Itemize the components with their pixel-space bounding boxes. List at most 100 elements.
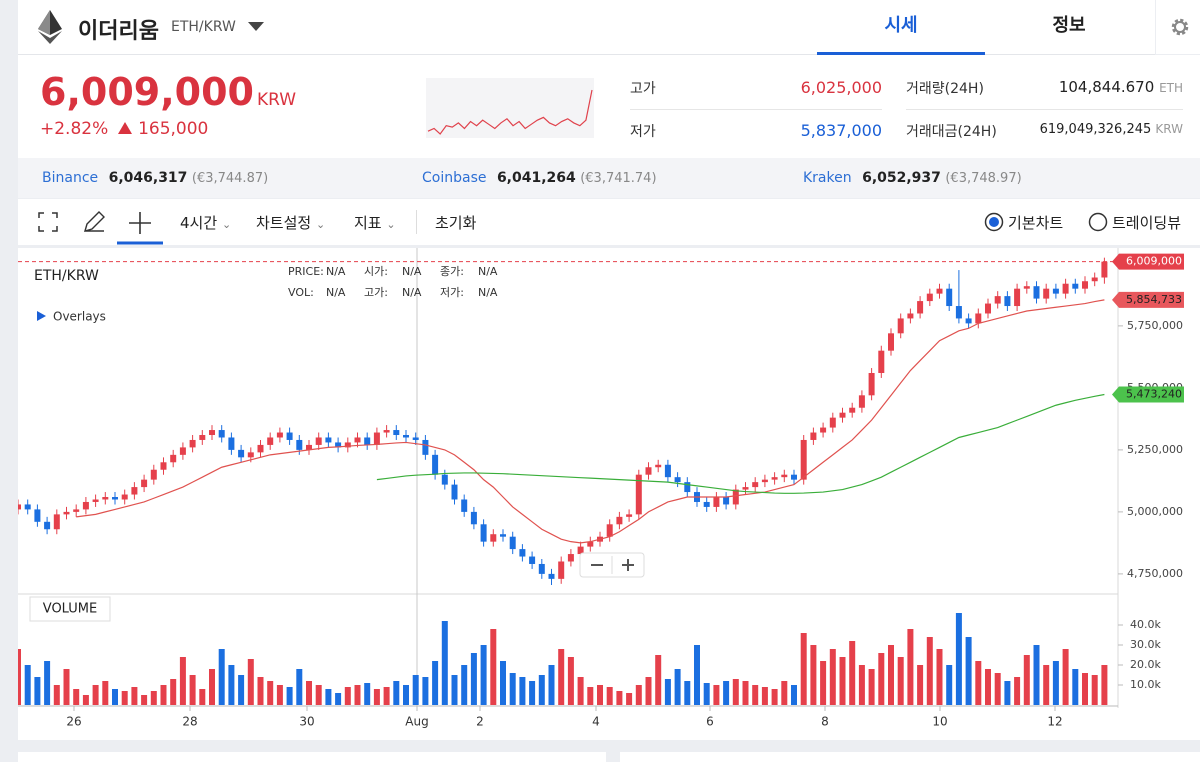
volume-bar [955,613,962,705]
overlays-toggle[interactable] [37,311,46,321]
candle-body [926,293,933,302]
interval-select[interactable]: 4시간 ⌄ [180,214,232,232]
candle-body [820,427,827,433]
candle-body [451,484,458,500]
candle-body [1033,286,1040,299]
candle-body [703,501,710,507]
ma-line [76,299,1105,544]
volume-bar [480,645,487,705]
crosshair-button[interactable] [117,205,163,245]
radio-selected[interactable] [984,212,1004,232]
volume-bar [354,685,361,705]
zoom-in[interactable] [622,559,634,571]
volume-bar [713,685,720,705]
volume-bar [597,685,603,705]
candle-body [587,541,594,547]
exchange: Coinbase 6,041,264 (€3,741.74) [422,170,657,186]
candle-body [150,469,157,480]
volume-bar [461,665,468,705]
candle-body [626,514,633,517]
chart-title: ETH/KRW [34,268,99,284]
volume-bar [635,685,642,705]
volume-bar [218,649,225,705]
stat-label: 저가 [630,124,656,140]
volume-bar [73,689,80,705]
candle-body [92,499,99,502]
overlays-label[interactable]: Overlays [53,310,106,324]
legend-label: VOL: [288,286,314,299]
candle-body [684,482,691,493]
tab[interactable]: 정보 [1052,15,1086,36]
y-tick-label: 5,000,000 [1127,505,1183,518]
volume-tick-label: 40.0k [1130,618,1161,631]
draw-button[interactable] [82,210,106,234]
settings-icon[interactable] [1170,17,1190,37]
radio[interactable] [1088,212,1108,232]
candle-body [257,444,264,453]
candle-body [849,407,856,413]
volume-bar [732,679,739,705]
volume-bar [422,677,429,705]
volume-bar [286,687,293,705]
candle-body [868,373,875,396]
exchange-price: 6,046,317 [108,170,188,186]
candle-body [53,514,60,530]
volume-bar [548,665,555,705]
candle-body [1082,281,1088,289]
candle-body [975,313,982,324]
volume-bar [849,641,856,705]
exchange-strip [18,158,1200,198]
volume-bar [538,675,545,705]
volume-bar [994,673,1001,705]
x-tick-label: 12 [1047,715,1062,729]
candle-body [412,437,419,440]
chart-mode[interactable]: 트레이딩뷰 [1112,214,1182,232]
indicator-select[interactable]: 지표 ⌄ [354,214,396,232]
volume-bar [791,685,797,705]
coin-name: 이더리움 [78,19,159,44]
volume-bar [723,681,730,705]
settings-select[interactable]: 차트설정 ⌄ [256,214,326,232]
exchange-eur: (€3,741.74) [580,171,657,186]
candle-body [228,437,235,450]
settings-box [1156,0,1200,54]
candle-body [781,474,788,478]
candle-body [519,549,526,557]
exchange: Binance 6,046,317 (€3,744.87) [42,170,268,186]
volume-bar [694,645,700,705]
volume-bar [306,681,312,705]
volume-bar [257,677,264,705]
volume-bar [878,653,885,705]
volume-bar [820,661,827,705]
candle-body [63,511,70,515]
candle-body [897,318,904,334]
candle-body [567,554,574,562]
volume-bar [868,669,875,705]
reset-button[interactable]: 초기화 [435,214,477,232]
candle-body [558,561,565,579]
y-tick-label: 5,250,000 [1127,443,1183,456]
candle-body [131,487,138,495]
interval: 4시간 [180,214,218,232]
stat-unit: KRW [1155,122,1183,136]
legend-value: N/A [326,286,346,299]
volume-bar [907,629,914,705]
fullscreen-button[interactable] [38,212,58,232]
candle-body [1101,261,1108,278]
candle-body [1091,277,1098,282]
candle-body [645,467,652,475]
tab-active[interactable]: 시세 [817,0,985,55]
volume-bar [24,665,31,705]
volume-bar [645,677,652,705]
volume-bar [1052,661,1059,705]
candle-body [364,437,371,445]
candle-body [548,573,555,579]
coin-dropdown[interactable] [248,22,264,32]
candle-body [800,439,807,480]
plot [18,257,1118,705]
chart-mode[interactable]: 기본차트 [1008,214,1064,232]
legend-label: 시가: [364,265,388,278]
candle-body [888,333,894,351]
volume-bar [92,685,99,705]
sparkline [426,78,594,138]
